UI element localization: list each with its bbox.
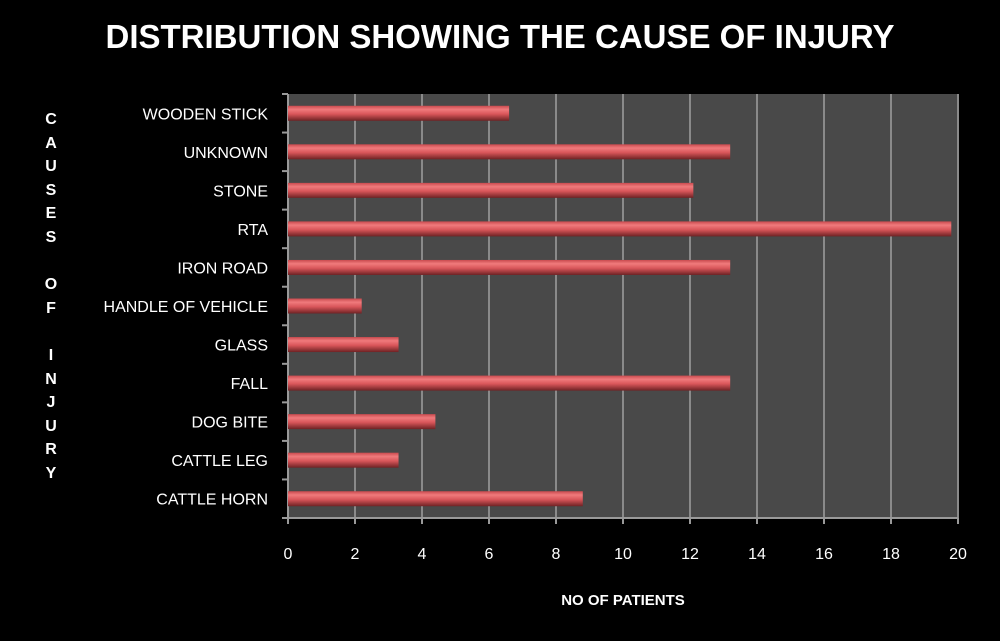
y-tick-label: FALL	[231, 376, 268, 393]
bar	[288, 221, 952, 237]
bar	[288, 375, 731, 391]
bar	[288, 491, 583, 507]
x-tick-label: 14	[748, 546, 766, 563]
x-tick-label: 0	[284, 546, 293, 563]
x-tick-label: 10	[614, 546, 632, 563]
chart-title: DISTRIBUTION SHOWING THE CAUSE OF INJURY	[105, 18, 895, 55]
y-axis-label-letter: R	[45, 441, 57, 459]
y-tick-label: HANDLE OF VEHICLE	[104, 299, 268, 316]
y-axis-label-letter: O	[44, 276, 58, 294]
x-tick-label: 20	[949, 546, 967, 563]
bar	[288, 298, 362, 314]
y-axis-label-letter: J	[46, 394, 56, 412]
y-axis-label-letter: S	[45, 228, 57, 246]
x-tick-label: 12	[681, 546, 699, 563]
x-tick-label: 8	[552, 546, 561, 563]
bar	[288, 144, 731, 160]
x-tick-label: 16	[815, 546, 833, 563]
bar	[288, 452, 399, 468]
bar	[288, 414, 436, 430]
y-tick-label: STONE	[213, 183, 268, 200]
y-axis-label-letter: I	[48, 346, 54, 364]
y-axis-label-letter: F	[46, 299, 56, 317]
x-tick-label: 4	[418, 546, 427, 563]
y-tick-label: CATTLE LEG	[171, 453, 268, 470]
x-tick-label: 18	[882, 546, 900, 563]
y-axis-label-letter: U	[45, 158, 57, 176]
bar	[288, 105, 510, 121]
y-tick-label: GLASS	[215, 338, 268, 355]
x-tick-label: 6	[485, 546, 494, 563]
bar	[288, 182, 694, 198]
x-tick-label: 2	[351, 546, 360, 563]
y-tick-label: UNKNOWN	[184, 145, 268, 162]
x-axis-label: NO OF PATIENTS	[561, 592, 685, 609]
y-axis-label-letter: U	[45, 417, 57, 435]
y-axis-label-letter: Y	[45, 464, 57, 482]
bar	[288, 259, 731, 275]
y-tick-label: WOODEN STICK	[143, 106, 269, 123]
y-axis-label-letter: S	[45, 181, 57, 199]
y-tick-label: CATTLE HORN	[156, 492, 268, 509]
y-axis-label-letter: A	[45, 134, 57, 152]
y-tick-label: DOG BITE	[192, 415, 268, 432]
y-axis-label-letter: C	[45, 111, 57, 128]
y-tick-label: RTA	[237, 222, 268, 239]
bar	[288, 337, 399, 353]
y-axis-label-letter: N	[45, 370, 57, 388]
y-tick-label: IRON ROAD	[177, 260, 268, 277]
y-axis-label-letter: E	[45, 205, 57, 223]
